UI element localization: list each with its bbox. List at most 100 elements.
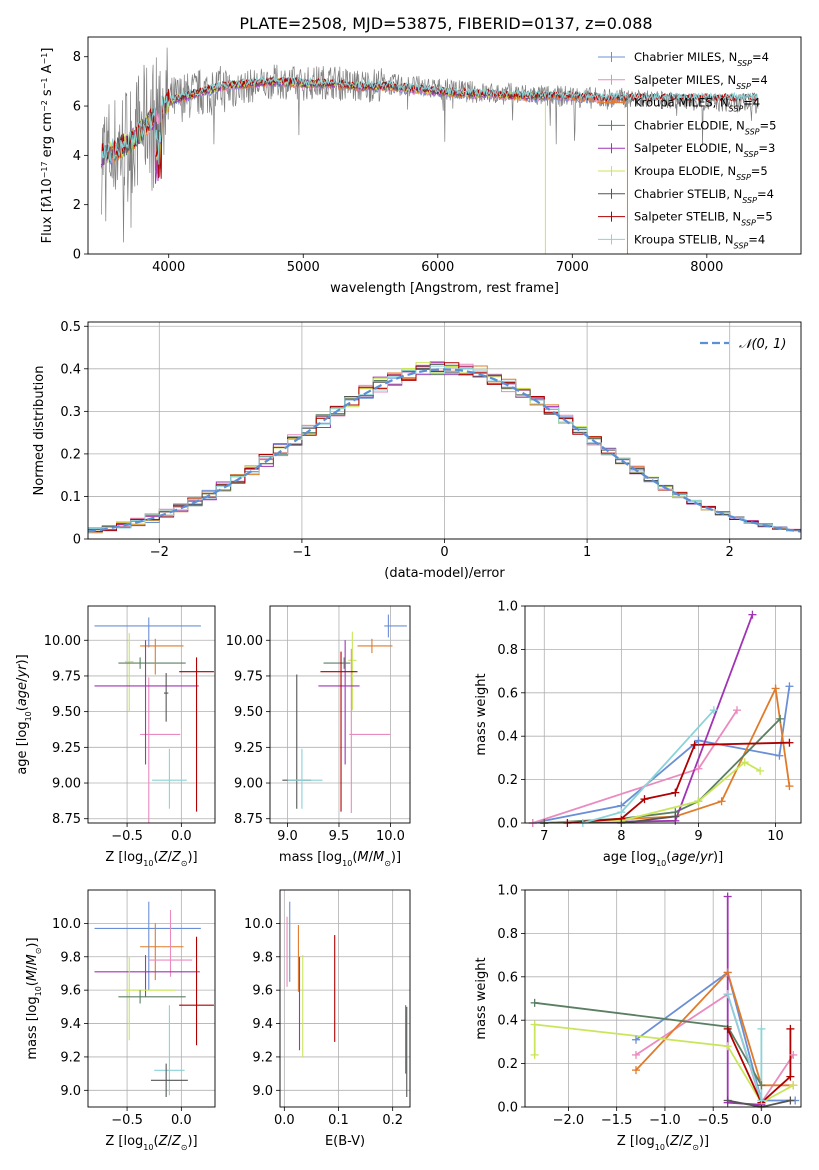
x-tick-label: 10 (767, 829, 784, 844)
legend-label: Kroupa MILES, NSSP=4 (634, 96, 760, 114)
error-point (179, 657, 214, 812)
x-axis-label: (data-model)/error (384, 566, 505, 581)
y-tick-label: 0.0 (497, 1101, 518, 1116)
y-tick-label: 0 (73, 248, 81, 263)
y-axis-label: mass weight (474, 957, 489, 1039)
weight-marker (530, 1020, 539, 1029)
model-spectrum (101, 75, 759, 165)
x-axis-label: mass [log10(M/M⊙)] (279, 850, 401, 868)
weight-marker (617, 808, 626, 817)
weight-marker (757, 1024, 766, 1033)
x-tick-label: 6000 (421, 260, 454, 275)
age_vs_Z-plot-area (94, 617, 214, 823)
weight-marker (757, 1096, 766, 1105)
y-axis-label: mass [log10(M/M⊙)] (25, 937, 43, 1059)
error-point (118, 657, 186, 669)
weight-series (726, 1028, 792, 1105)
y-tick-label: 9.8 (60, 950, 81, 965)
weight-marker (694, 764, 703, 773)
y-tick-label: 9.4 (60, 1017, 81, 1032)
plot-layer: 4000 5000 6000 7000 8000 0 2 4 6 8 wavelength [Ang… (15, 36, 802, 1152)
mass_vs_Z-plot-area (94, 901, 214, 1097)
y-tick-label: 9.25 (234, 741, 263, 756)
legend-label: 𝒩(0, 1) (739, 337, 786, 352)
weight-marker (631, 1050, 640, 1059)
x-tick-label: 0 (440, 545, 448, 560)
weight-marker (740, 758, 749, 767)
y-tick-label: 6 (73, 100, 81, 115)
weight-marker (631, 1066, 640, 1075)
x-tick-label: 0.0 (751, 1113, 772, 1128)
weight-marker (690, 740, 699, 749)
axes-frame (269, 605, 411, 824)
weight-marker (776, 714, 785, 723)
weight-marker (723, 1042, 732, 1051)
x-tick-label: 10.0 (376, 829, 405, 844)
axes-frame (87, 36, 802, 255)
weight-marker (709, 706, 718, 715)
x-axis-label: Z [log10(Z/Z⊙)] (105, 850, 197, 868)
error-point (140, 923, 184, 981)
x-tick-label: 9.0 (277, 829, 298, 844)
x-axis-label: wavelength [Angstrom, rest frame] (330, 281, 559, 296)
figure-title: PLATE=2508, MJD=53875, FIBERID=0137, z=0… (239, 14, 652, 33)
weight-marker (789, 1050, 798, 1059)
weight-series (544, 614, 754, 823)
x-tick-label: 0.0 (171, 1113, 192, 1128)
error-point (282, 674, 312, 809)
weight-marker (723, 1024, 732, 1033)
y-tick-label: 9.6 (252, 984, 273, 999)
y-tick-label: 1.0 (497, 884, 518, 899)
error-point (124, 956, 175, 1041)
y-tick-label: 9.50 (52, 705, 81, 720)
weight-marker (786, 1024, 795, 1033)
weight_vs_Z-axes: −2.0 −1.5 −1.0 −0.5 0.0 0.0 0.2 0.4 0.6 0.8 1.0 Z [… (474, 884, 802, 1152)
x-tick-label: 0.2 (382, 1113, 403, 1128)
weight-marker (771, 684, 780, 693)
weight-marker (775, 751, 784, 760)
x-tick-label: −1 (292, 545, 311, 560)
weight-marker (530, 1050, 539, 1059)
weight-series (635, 970, 794, 1087)
y-tick-label: 2 (73, 198, 81, 213)
weight-marker (756, 766, 765, 775)
x-tick-label: −0.5 (111, 829, 143, 844)
y-tick-label: 8 (73, 50, 81, 65)
axes-frame (524, 889, 802, 1108)
x-tick-label: −0.5 (697, 1113, 729, 1128)
y-tick-label: 0.2 (497, 1057, 518, 1072)
weight-series (635, 992, 795, 1105)
weight-marker (631, 1035, 640, 1044)
error-point (318, 640, 360, 765)
x-tick-label: −1.5 (601, 1113, 633, 1128)
error-point (357, 638, 393, 654)
weight-marker (785, 682, 794, 691)
weight-marker (723, 1096, 732, 1105)
legend-label: Salpeter STELIB, NSSP=5 (634, 210, 773, 228)
weight-marker (789, 1081, 798, 1090)
error-point (94, 617, 201, 648)
y-tick-label: 9.2 (60, 1050, 81, 1065)
y-tick-label: 9.4 (252, 1017, 273, 1032)
error-point (124, 633, 134, 712)
mass_vs_EBV-axes: 0.0 0.1 0.2 9.0 9.2 9.4 9.6 9.8 10.0 E(B-V) (244, 889, 411, 1149)
weight-series (532, 686, 791, 823)
weight-marker (723, 892, 732, 901)
error-point (148, 910, 193, 977)
y-tick-label: 8.75 (52, 812, 81, 827)
y-tick-label: 1.0 (497, 600, 518, 615)
weight-marker (786, 1096, 795, 1105)
legend-label: Chabrier ELODIE, NSSP=5 (634, 118, 776, 136)
x-tick-label: 8 (617, 829, 625, 844)
weight-marker (694, 797, 703, 806)
error-point (320, 651, 358, 812)
axes-frame (87, 605, 216, 824)
spectrum-plot-area (101, 47, 759, 254)
y-tick-label: 9.0 (252, 1084, 273, 1099)
weight-series (582, 709, 715, 823)
y-tick-label: 9.00 (234, 777, 263, 792)
x-tick-label: 5000 (287, 260, 320, 275)
error-point (140, 638, 184, 675)
age_vs_Z-axes: −0.5 0.0 8.75 9.00 9.25 9.50 9.75 10.00 Z [log10… (15, 605, 216, 868)
